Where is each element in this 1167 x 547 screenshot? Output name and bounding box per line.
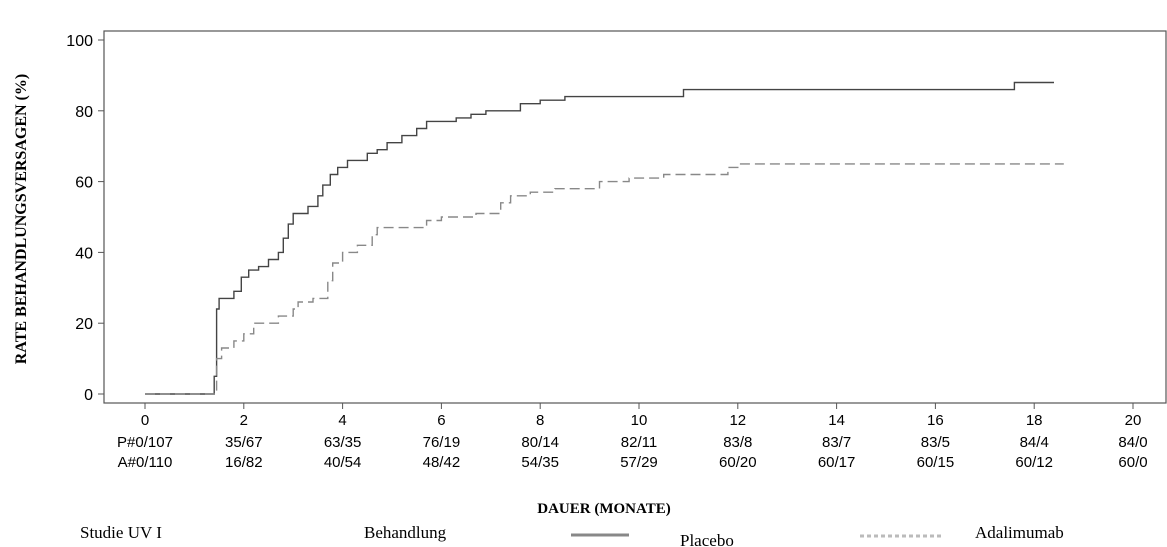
risk-cell: 80/14 — [521, 434, 559, 451]
risk-cell: 40/54 — [324, 454, 362, 471]
x-tick-label: 20 — [1125, 412, 1142, 429]
legend-adalimumab-label: Adalimumab — [975, 523, 1064, 542]
y-tick-label: 0 — [84, 387, 93, 404]
x-tick-label: 0 — [141, 412, 149, 429]
risk-cell: 84/0 — [1118, 434, 1147, 451]
x-tick-label: 18 — [1026, 412, 1043, 429]
legend-treatment-label: Behandlung — [364, 523, 447, 542]
risk-table: P#0/107 35/67 63/35 76/19 80/14 82/11 83/8 83/7… — [117, 434, 1148, 471]
risk-cell: 57/29 — [620, 454, 658, 471]
risk-row-label: P#0/107 — [117, 434, 173, 451]
x-tick-label: 10 — [631, 412, 648, 429]
series-placebo-line — [145, 81, 1054, 395]
legend-placebo-label: Placebo — [680, 531, 734, 547]
y-axis-label: RATE BEHANDLUNGSVERSAGEN (%) — [13, 74, 30, 364]
y-tick-label: 60 — [75, 175, 93, 192]
risk-cell: 83/7 — [822, 434, 851, 451]
y-tick-label: 80 — [75, 104, 93, 121]
risk-cell: 60/12 — [1015, 454, 1053, 471]
risk-cell: 54/35 — [521, 454, 559, 471]
x-tick-label: 6 — [437, 412, 445, 429]
x-tick-label: 2 — [240, 412, 248, 429]
risk-cell: 63/35 — [324, 434, 362, 451]
y-axis: 0 20 40 60 80 100 — [66, 33, 104, 404]
risk-cell: 16/82 — [225, 454, 263, 471]
risk-cell: 84/4 — [1020, 434, 1049, 451]
risk-row-label: A#0/110 — [118, 454, 173, 471]
risk-cell: 76/19 — [423, 434, 461, 451]
x-tick-label: 14 — [828, 412, 845, 429]
x-tick-label: 8 — [536, 412, 544, 429]
plot-frame — [103, 30, 1167, 404]
y-tick-label: 20 — [75, 316, 93, 333]
legend: Studie UV I Behandlung Placebo Adalimuma… — [80, 523, 1064, 547]
risk-cell: 60/17 — [818, 454, 856, 471]
legend-study: Studie UV I — [80, 523, 162, 542]
series-layer — [145, 81, 1064, 395]
risk-cell: 60/15 — [917, 454, 955, 471]
x-tick-label: 12 — [729, 412, 746, 429]
y-tick-label: 100 — [66, 33, 93, 50]
risk-cell: 82/11 — [621, 434, 657, 451]
x-tick-label: 4 — [338, 412, 346, 429]
risk-cell: 60/20 — [719, 454, 757, 471]
risk-cell: 35/67 — [225, 434, 263, 451]
x-tick-label: 16 — [927, 412, 944, 429]
risk-cell: 83/8 — [723, 434, 752, 451]
x-axis: 0 2 4 6 8 10 12 14 16 18 20 — [141, 403, 1142, 429]
y-tick-label: 40 — [75, 245, 93, 262]
risk-cell: 83/5 — [921, 434, 950, 451]
risk-cell: 60/0 — [1118, 454, 1147, 471]
x-axis-label: DAUER (MONATE) — [537, 501, 670, 517]
series-adalimumab-line — [145, 163, 1064, 395]
risk-cell: 48/42 — [423, 454, 461, 471]
